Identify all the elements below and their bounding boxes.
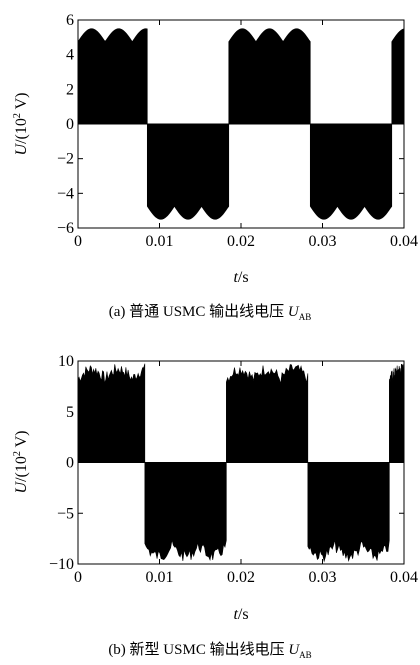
x-tick-label-a: 0.03 xyxy=(309,233,337,250)
x-tick-label-b: 0.04 xyxy=(390,569,418,586)
y-tick-label-b: 0 xyxy=(66,455,74,472)
x-tick-label-a: 0 xyxy=(74,233,82,250)
waveform-pulse-b-0 xyxy=(77,363,146,463)
x-tick-label-b: 0.01 xyxy=(146,569,174,586)
y-tick-label-b: 10 xyxy=(58,353,74,370)
y-tick-label-a: −2 xyxy=(57,151,74,168)
y-tick-label-a: 6 xyxy=(66,12,74,29)
y-axis-label-a: U/(102 V) xyxy=(12,93,30,156)
y-tick-label-b: −5 xyxy=(57,505,74,522)
waveform-pulse-a-2 xyxy=(228,28,311,125)
x-axis-label-a: t/s xyxy=(233,269,248,286)
caption-b: (b) 新型 USMC 输出线电压 UAB xyxy=(108,641,311,660)
ticks-a: 0 0.01 0.02 0.03 0.04 6 4 2 0 −2 −4 −6 xyxy=(57,12,418,250)
x-tick-label-b: 0.03 xyxy=(309,569,337,586)
x-tick-label-b: 0 xyxy=(74,569,82,586)
panel-a: 0 0.01 0.02 0.03 0.04 6 4 2 0 −2 −4 −6 U/(102 V) t/… xyxy=(12,12,418,322)
panel-b: 0 0.01 0.02 0.03 0.04 10 5 0 −5 −10 U/(102 V) t/s… xyxy=(12,353,418,660)
y-axis-label-b: U/(102 V) xyxy=(12,431,30,494)
y-tick-label-a: −6 xyxy=(57,220,74,237)
y-tick-label-a: 2 xyxy=(66,81,74,98)
waveform-pulse-b-1 xyxy=(144,462,227,562)
waveform-a xyxy=(77,28,405,220)
waveform-pulse-a-4 xyxy=(391,28,405,125)
x-tick-label-a: 0.01 xyxy=(146,233,174,250)
waveform-pulse-a-1 xyxy=(146,123,230,220)
waveform-pulse-b-3 xyxy=(307,462,390,563)
y-tick-label-a: 0 xyxy=(66,116,74,133)
y-tick-label-b: 5 xyxy=(66,404,74,421)
y-tick-label-a: −4 xyxy=(57,185,74,202)
waveform-pulse-b-2 xyxy=(226,364,309,463)
x-axis-label-b: t/s xyxy=(233,606,248,623)
x-tick-label-a: 0.04 xyxy=(390,233,418,250)
waveform-pulse-b-4 xyxy=(389,363,405,463)
waveform-pulse-a-3 xyxy=(309,123,393,220)
caption-a: (a) 普通 USMC 输出线电压 UAB xyxy=(109,303,312,322)
y-tick-label-b: −10 xyxy=(49,556,74,573)
waveform-b xyxy=(77,363,405,563)
waveform-pulse-a-0 xyxy=(77,28,148,125)
x-tick-label-b: 0.02 xyxy=(227,569,255,586)
y-tick-label-a: 4 xyxy=(66,47,74,64)
ticks-b: 0 0.01 0.02 0.03 0.04 10 5 0 −5 −10 xyxy=(49,353,418,586)
x-tick-label-a: 0.02 xyxy=(227,233,255,250)
